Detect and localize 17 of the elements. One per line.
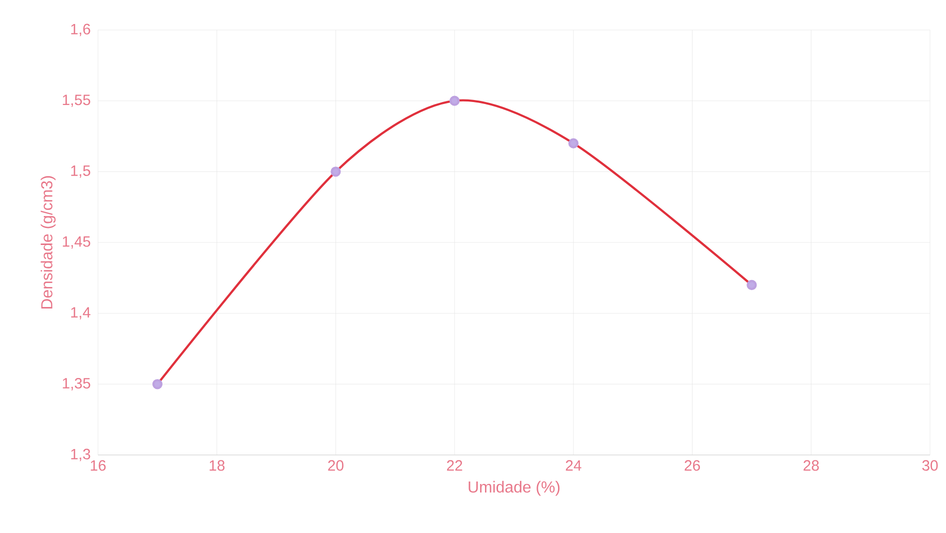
x-tick-label: 18 — [210, 460, 225, 471]
x-tick-label: 22 — [447, 460, 462, 471]
x-tick-label: 16 — [90, 460, 106, 471]
y-tick-label: 1,3 — [71, 448, 90, 462]
y-axis-title: Densidade (g/cm3) — [40, 176, 56, 309]
x-tick-label: 28 — [804, 460, 819, 471]
x-axis-title: Umidade (%) — [468, 480, 560, 496]
y-tick-label: 1,4 — [71, 307, 90, 320]
y-tick-label: 1,55 — [62, 94, 90, 107]
x-tick-label: 20 — [328, 460, 344, 471]
y-tick-label: 1,35 — [62, 378, 90, 390]
y-tick-label: 1,45 — [62, 236, 90, 249]
x-tick-label: 30 — [922, 460, 938, 471]
x-tick-label: 26 — [684, 460, 700, 471]
y-tick-label: 1,5 — [71, 166, 90, 178]
x-tick-label: 24 — [566, 460, 582, 471]
y-tick-label: 1,6 — [71, 24, 90, 36]
